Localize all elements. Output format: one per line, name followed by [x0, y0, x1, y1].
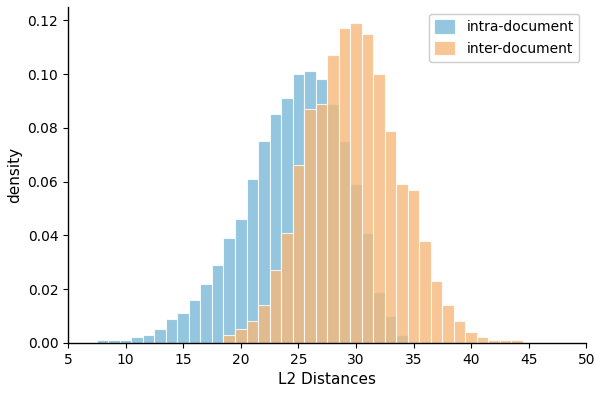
Bar — [362, 232, 373, 343]
Bar — [270, 270, 281, 343]
Bar — [223, 238, 235, 343]
Bar — [166, 319, 178, 343]
Bar — [293, 165, 304, 343]
Bar — [315, 104, 327, 343]
Bar — [327, 55, 339, 343]
Bar — [281, 232, 293, 343]
Bar — [373, 292, 385, 343]
Bar — [385, 316, 396, 343]
Bar — [512, 340, 523, 343]
Bar — [327, 104, 339, 343]
Bar — [293, 74, 304, 343]
Bar — [178, 313, 189, 343]
Bar — [212, 265, 223, 343]
Bar — [223, 335, 235, 343]
Legend: intra-document, inter-document: intra-document, inter-document — [429, 14, 579, 61]
Bar — [120, 340, 131, 343]
Bar — [97, 340, 108, 343]
Bar — [408, 190, 419, 343]
Bar — [281, 98, 293, 343]
Bar — [431, 281, 442, 343]
Bar — [154, 329, 166, 343]
Bar — [339, 141, 350, 343]
Bar — [143, 335, 154, 343]
Bar — [339, 28, 350, 343]
Bar — [442, 305, 454, 343]
Bar — [304, 109, 315, 343]
Bar — [235, 219, 246, 343]
Bar — [477, 337, 488, 343]
Bar — [258, 305, 270, 343]
Bar — [315, 80, 327, 343]
Bar — [304, 71, 315, 343]
Y-axis label: density: density — [7, 147, 22, 203]
Bar — [465, 332, 477, 343]
Bar — [488, 340, 500, 343]
Bar — [235, 329, 246, 343]
Bar — [385, 130, 396, 343]
Bar — [270, 114, 281, 343]
X-axis label: L2 Distances: L2 Distances — [278, 372, 376, 387]
Bar — [246, 179, 258, 343]
Bar — [454, 321, 465, 343]
Bar — [108, 340, 120, 343]
Bar — [362, 34, 373, 343]
Bar — [396, 335, 408, 343]
Bar — [396, 184, 408, 343]
Bar — [200, 284, 212, 343]
Bar — [350, 184, 362, 343]
Bar — [419, 241, 431, 343]
Bar — [373, 74, 385, 343]
Bar — [189, 300, 200, 343]
Bar — [350, 23, 362, 343]
Bar — [246, 321, 258, 343]
Bar — [500, 340, 512, 343]
Bar — [131, 337, 143, 343]
Bar — [258, 141, 270, 343]
